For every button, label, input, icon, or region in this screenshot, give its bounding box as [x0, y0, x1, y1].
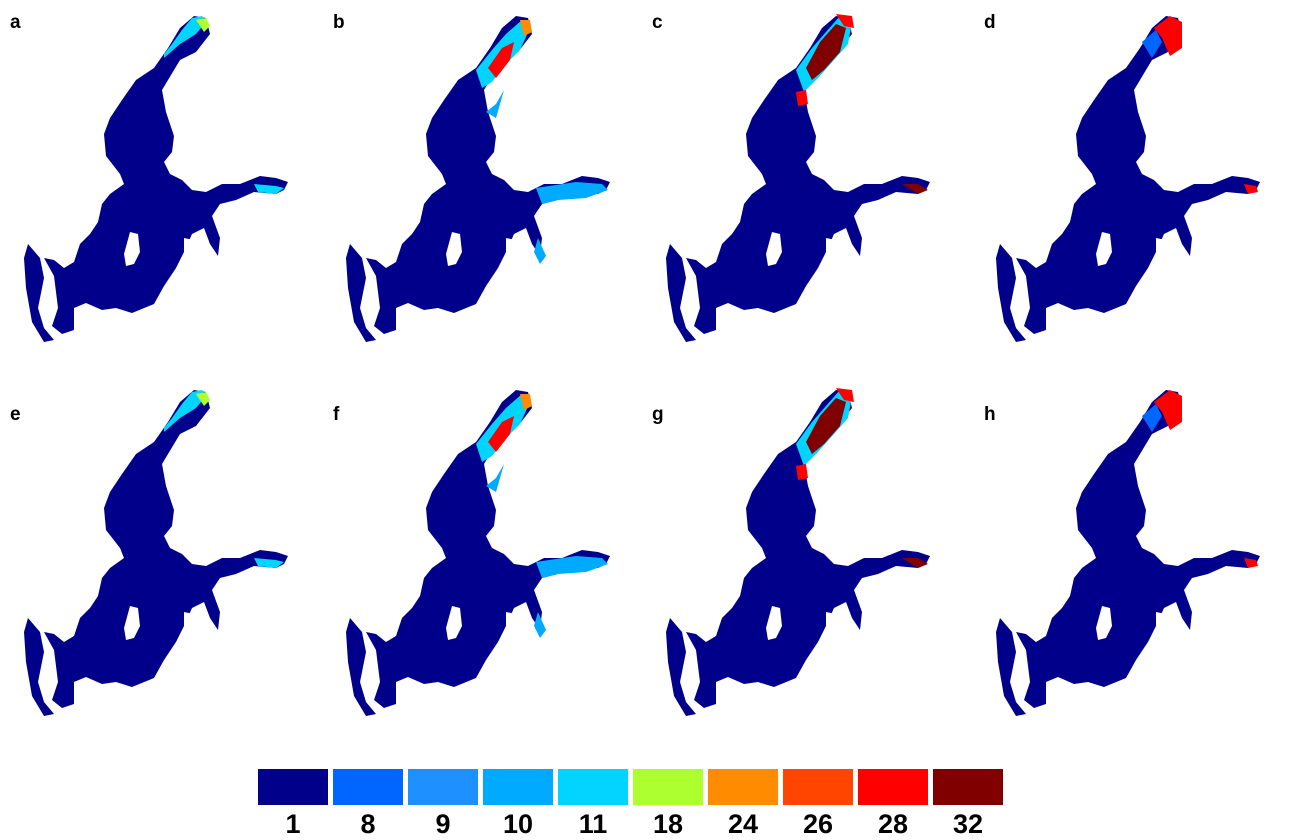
- baltic-sea-shape: [24, 16, 288, 342]
- legend-swatch-10: [483, 769, 553, 805]
- baltic-sea-shape: [996, 16, 1260, 342]
- baltic-sea-shape: [996, 390, 1260, 716]
- baltic-sea-shape: [346, 390, 610, 716]
- ice-gulf-finland: [902, 184, 928, 194]
- map-panel-c: [666, 14, 930, 342]
- ice-gulf-finland: [536, 182, 608, 204]
- map-panel-b: [346, 16, 610, 342]
- panel-label-g: g: [652, 404, 664, 425]
- legend-swatch-32: [933, 769, 1003, 805]
- panel-label-c: c: [652, 12, 663, 33]
- ice-gulf-riga: [534, 238, 546, 264]
- thickest-ice-bothnian-bay: [806, 24, 846, 80]
- legend-swatch-8: [333, 769, 403, 805]
- legend-label-8: 8: [360, 809, 376, 839]
- thick-ice-bothnian-bay: [488, 42, 514, 78]
- ice-tip-bothnian-bay: [520, 20, 532, 36]
- baltic-sea-shape: [666, 390, 930, 716]
- ice-kvarken: [796, 464, 808, 480]
- legend-swatch-26: [783, 769, 853, 805]
- baltic-sea-shape: [346, 16, 610, 342]
- ice-edge-bothnian-bay: [164, 390, 206, 432]
- map-panel-e: [24, 390, 288, 716]
- thickest-ice-bothnian-bay: [806, 398, 846, 454]
- thick-ice-bothnian-bay: [488, 416, 514, 452]
- ice-kvarken: [796, 90, 808, 106]
- legend-label-26: 26: [802, 809, 834, 839]
- legend-label-11: 11: [578, 809, 608, 839]
- panel-label-a: a: [10, 12, 21, 33]
- map-panel-a: [24, 16, 288, 342]
- ice-gulf-finland: [254, 558, 284, 568]
- legend-label-1: 1: [285, 809, 301, 839]
- legend-label-28: 28: [877, 809, 909, 839]
- ice-gulf-finland: [1244, 184, 1258, 194]
- map-panel-g: [666, 388, 930, 716]
- ice-bothnian-sea: [486, 90, 504, 118]
- panel-label-e: e: [10, 404, 21, 425]
- ice-edge-bothnian-bay: [164, 16, 206, 58]
- ice-west-bothnian-bay: [1142, 404, 1162, 432]
- legend-label-10: 10: [502, 809, 534, 839]
- ice-field-bothnian-bay: [1154, 390, 1182, 430]
- ice-gulf-finland: [1244, 558, 1258, 568]
- ice-west-bothnian-bay: [1142, 30, 1162, 58]
- legend-swatch-18: [633, 769, 703, 805]
- baltic-map-grid: [24, 14, 1260, 716]
- ice-tip-bothnian-bay: [836, 14, 854, 28]
- ice-field-bothnian-bay: [1154, 16, 1182, 56]
- ice-tip-bothnian-bay: [836, 388, 854, 402]
- map-panel-f: [346, 390, 610, 716]
- legend-label-18: 18: [652, 809, 684, 839]
- ice-tip-bothnian-bay: [196, 392, 210, 406]
- ice-gulf-finland: [536, 556, 608, 578]
- baltic-sea-shape: [24, 390, 288, 716]
- legend-swatch-1: [258, 769, 328, 805]
- ice-tip-bothnian-bay: [196, 18, 210, 32]
- legend-swatch-11: [558, 769, 628, 805]
- panel-label-b: b: [333, 12, 345, 33]
- legend-swatch-9: [408, 769, 478, 805]
- ice-gulf-riga: [534, 612, 546, 638]
- ice-gulf-finland: [902, 558, 928, 568]
- legend-swatch-24: [708, 769, 778, 805]
- panel-label-f: f: [333, 404, 340, 425]
- legend-label-9: 9: [435, 809, 451, 839]
- map-panel-h: [996, 390, 1260, 716]
- legend-label-24: 24: [727, 809, 759, 839]
- map-panel-d: [996, 16, 1260, 342]
- legend-swatch-28: [858, 769, 928, 805]
- color-legend: 1 8 9 10 11 18 24 26 28 32: [258, 769, 1010, 839]
- ice-bothnian-sea: [486, 464, 504, 492]
- ice-gulf-finland: [254, 184, 284, 194]
- baltic-sea-shape: [666, 16, 930, 342]
- ice-tip-bothnian-bay: [520, 394, 532, 410]
- panel-label-h: h: [984, 404, 996, 425]
- panel-label-d: d: [984, 12, 996, 33]
- legend-label-32: 32: [952, 809, 984, 839]
